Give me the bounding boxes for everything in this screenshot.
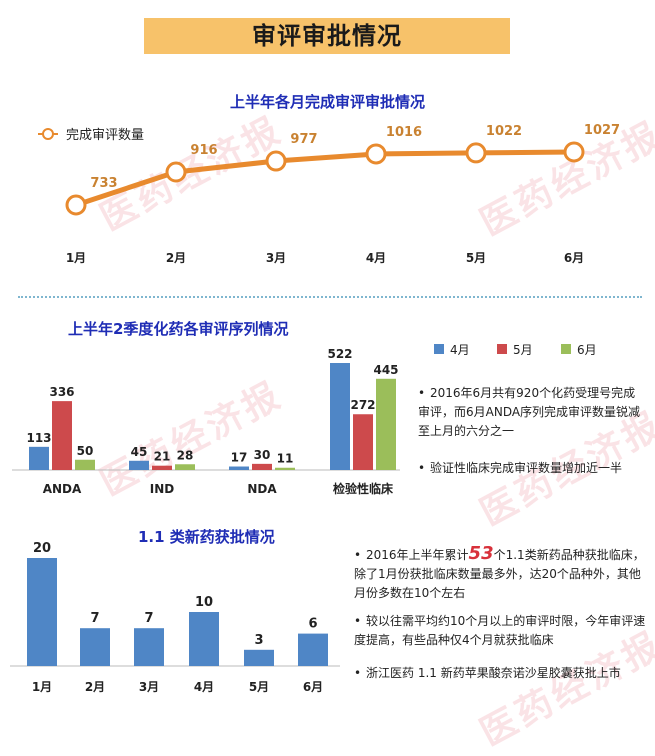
new-drug-bar-chart: 20 1月 7 2月 7 3月 10 4月 3 5月 6 6月 <box>10 541 340 694</box>
infographic-page: 审评审批情况 医药经济报 医药经济报 医药经济报 医药经济报 医药经济报 上半年… <box>10 18 655 754</box>
x-tick-label: 3月 <box>266 251 286 265</box>
data-label: 113 <box>26 431 51 445</box>
bar <box>134 628 164 666</box>
highlight-number: 53 <box>468 543 494 564</box>
bar <box>298 633 328 666</box>
data-label: 977 <box>290 132 317 147</box>
bar <box>275 467 295 470</box>
x-tick-label: 5月 <box>466 251 486 265</box>
bar <box>152 465 172 470</box>
data-point <box>365 143 387 165</box>
series-line <box>75 149 575 208</box>
section-divider <box>18 296 642 298</box>
line-chart: 完成审评数量 733 1月 916 2月 977 3月 1016 4月 1022 5月 1027 6月 <box>38 123 620 265</box>
data-label: 6 <box>308 617 317 632</box>
bar <box>252 463 272 470</box>
legend-marker <box>42 128 54 140</box>
bar <box>376 378 396 470</box>
data-label: 445 <box>373 363 398 377</box>
data-label: 11 <box>277 452 294 466</box>
x-tick-label: 6月 <box>303 680 323 694</box>
bar-chart-title: 1.1 类新药获批情况 <box>138 528 275 546</box>
x-tick-label: 2月 <box>85 680 105 694</box>
data-label: 45 <box>131 445 148 459</box>
x-tick-label: 4月 <box>366 251 386 265</box>
x-tick-label: NDA <box>247 482 277 496</box>
data-point <box>465 142 487 164</box>
legend-label: 6月 <box>577 343 597 357</box>
grouped-bar-chart-title: 上半年2季度化药各审评序列情况 <box>68 320 289 338</box>
data-label: 1016 <box>386 125 422 140</box>
x-tick-label: 5月 <box>249 680 269 694</box>
data-point <box>165 161 187 183</box>
data-label: 20 <box>33 541 51 556</box>
bar <box>244 649 274 666</box>
bar <box>75 459 95 470</box>
bar <box>27 558 57 666</box>
legend-label: 5月 <box>513 343 533 357</box>
x-tick-label: 4月 <box>194 680 214 694</box>
bar <box>80 628 110 666</box>
x-tick-label: 检验性临床 <box>333 481 394 496</box>
data-label: 10 <box>195 595 213 610</box>
data-label: 336 <box>49 385 74 399</box>
note-top-1: • 2016年6月共有920个化药受理号完成审评，而6月ANDA序列完成审评数量锐… <box>418 386 641 438</box>
data-label: 50 <box>77 444 94 458</box>
bar <box>353 414 373 470</box>
bar <box>175 464 195 470</box>
bar <box>229 466 249 470</box>
note-bottom-3: • 浙江医药 1.1 新药苹果酸奈诺沙星胶囊获批上市 <box>354 666 621 680</box>
legend-swatch <box>434 344 444 354</box>
line-chart-title: 上半年各月完成审评审批情况 <box>229 93 425 111</box>
data-label: 1022 <box>486 124 522 139</box>
bar <box>129 460 149 470</box>
data-label: 17 <box>231 451 248 465</box>
grouped-bar-chart: 4月 5月 6月 113 336 50 ANDA 45 21 28 IND 17 30 11 NDA 522 2… <box>12 343 597 496</box>
x-tick-label: 1月 <box>66 251 86 265</box>
data-label: 21 <box>154 450 171 464</box>
x-tick-label: ANDA <box>43 482 82 496</box>
data-point <box>563 141 585 163</box>
legend-swatch <box>497 344 507 354</box>
bar <box>330 363 350 470</box>
data-label: 733 <box>90 176 117 191</box>
legend-label: 4月 <box>450 343 470 357</box>
page-title: 审评审批情况 <box>252 22 402 50</box>
x-tick-label: 1月 <box>32 680 52 694</box>
data-label: 272 <box>350 398 375 412</box>
data-label: 522 <box>327 347 352 361</box>
note-bottom-2: • 较以往需平均约10个月以上的审评时限，今年审评速度提高，有些品种仅4个月就获批… <box>354 614 646 647</box>
note-bottom-1: • 2016年上半年累计53个1.1类新药品种获批临床，除了1月份获批临床数量最多… <box>354 543 645 600</box>
bar <box>52 401 72 470</box>
x-tick-label: 6月 <box>564 251 584 265</box>
bar <box>189 612 219 666</box>
legend-swatch <box>561 344 571 354</box>
data-label: 7 <box>90 611 99 626</box>
data-label: 30 <box>254 448 271 462</box>
bar <box>29 446 49 470</box>
data-label: 916 <box>190 143 217 158</box>
page-title-banner: 审评审批情况 <box>144 18 510 54</box>
note-top-2: • 验证性临床完成审评数量增加近一半 <box>418 461 623 475</box>
legend-label: 完成审评数量 <box>66 128 144 143</box>
data-label: 7 <box>144 611 153 626</box>
data-label: 3 <box>254 633 263 648</box>
data-point <box>265 150 287 172</box>
data-point <box>65 194 87 216</box>
x-tick-label: 2月 <box>166 251 186 265</box>
x-tick-label: IND <box>150 482 175 496</box>
x-tick-label: 3月 <box>139 680 159 694</box>
data-label: 1027 <box>584 123 620 138</box>
data-label: 28 <box>177 448 194 462</box>
